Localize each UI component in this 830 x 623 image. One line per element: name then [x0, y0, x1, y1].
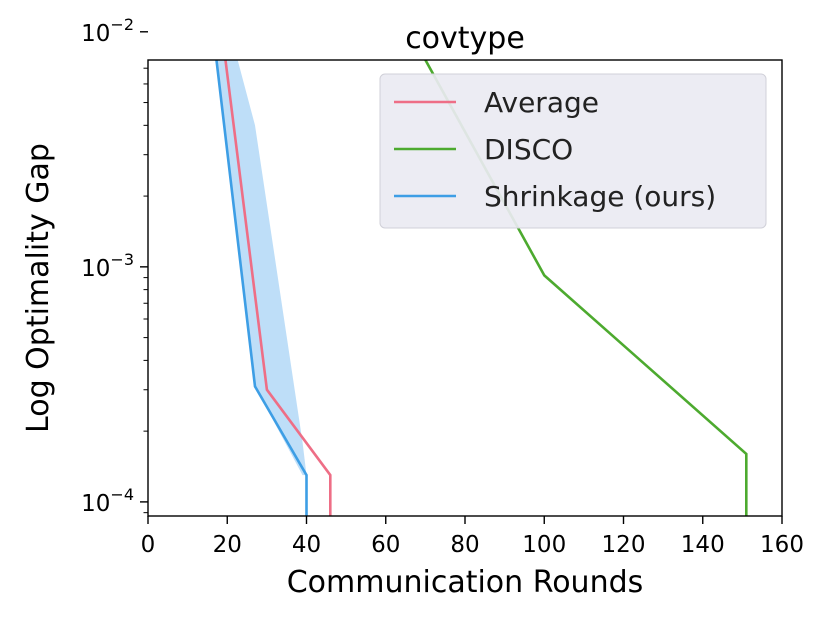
x-axis-title: Communication Rounds	[287, 565, 644, 600]
y-tick-label: 10−3	[81, 250, 134, 282]
x-tick-label: 0	[141, 532, 156, 558]
y-tick-label-base: 10	[81, 256, 110, 282]
x-tick-label: 60	[371, 532, 400, 558]
legend-box	[379, 73, 767, 229]
x-tick-label: 140	[681, 532, 725, 558]
legend: Average DISCO Shrinkage (ours)	[379, 73, 767, 229]
y-tick-label-exponent: −2	[110, 15, 134, 34]
y-tick-label-exponent: −3	[110, 250, 134, 269]
legend-label: DISCO	[484, 133, 573, 166]
y-tick-label-base: 10	[81, 21, 110, 47]
series-line-disco	[423, 60, 748, 516]
x-tick-label: 120	[602, 532, 646, 558]
x-tick-label: 100	[522, 532, 566, 558]
x-tick-label: 80	[450, 532, 479, 558]
y-tick-label-base: 10	[81, 491, 110, 517]
x-tick-label: 160	[760, 532, 804, 558]
y-tick-label: 10−2	[81, 15, 134, 47]
x-tick-label: 20	[213, 532, 242, 558]
chart-title: covtype	[405, 21, 525, 56]
legend-label: Shrinkage (ours)	[484, 180, 716, 213]
y-tick-label-exponent: −4	[110, 485, 134, 504]
legend-label: Average	[484, 86, 599, 119]
series-line-average	[224, 60, 332, 516]
y-axis-title: Log Optimality Gap	[21, 143, 56, 433]
plot-layer	[215, 60, 748, 516]
series-line-shrinkage	[215, 60, 308, 516]
x-tick-label: 40	[292, 532, 321, 558]
y-tick-label: 10−4	[81, 485, 134, 517]
